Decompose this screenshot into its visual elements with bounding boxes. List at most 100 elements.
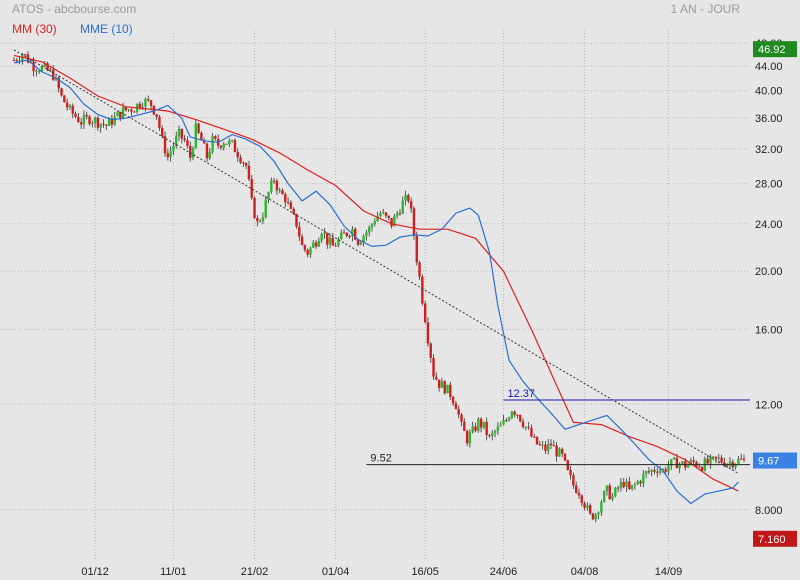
candle-down	[242, 162, 245, 164]
candle-up	[644, 471, 648, 474]
candle-down	[533, 436, 536, 438]
candle-down	[331, 237, 335, 246]
candle-down	[289, 202, 293, 209]
candle-up	[175, 136, 178, 146]
candle-up	[491, 432, 494, 437]
candle-down	[326, 232, 329, 245]
candle-up	[351, 228, 354, 237]
candle-down	[124, 107, 128, 111]
candle-up	[379, 213, 382, 217]
candle-down	[516, 414, 519, 416]
candle-down	[647, 471, 651, 473]
candle-up	[121, 107, 125, 119]
candle-down	[706, 458, 709, 464]
candle-up	[309, 247, 312, 255]
candle-down	[110, 118, 114, 125]
x-tick-label: 16/05	[411, 566, 439, 578]
candle-up	[404, 195, 407, 201]
candle-up	[597, 512, 600, 515]
candle-up	[496, 426, 500, 432]
price-label-box	[753, 530, 797, 547]
candle-up	[93, 117, 97, 123]
candle-down	[345, 232, 349, 236]
candle-down	[664, 469, 667, 472]
candle-up	[446, 384, 449, 394]
candle-up	[376, 216, 379, 222]
candle-up	[278, 190, 281, 192]
candle-down	[32, 61, 35, 72]
candle-up	[558, 448, 561, 457]
candle-down	[149, 100, 153, 106]
candle-up	[689, 460, 693, 465]
candle-down	[15, 60, 18, 62]
candle-up	[614, 487, 617, 497]
legend-mme10: MME (10)	[80, 22, 133, 36]
candle-down	[85, 115, 88, 117]
candle-up	[686, 464, 690, 468]
candle-down	[535, 436, 539, 445]
candle-up	[37, 71, 41, 73]
candle-down	[698, 466, 701, 468]
candle-up	[320, 234, 323, 241]
candle-down	[133, 111, 136, 113]
candle-up	[222, 143, 225, 148]
candle-down	[306, 249, 309, 255]
candle-down	[675, 457, 679, 469]
candle-down	[247, 165, 251, 180]
candle-up	[40, 66, 44, 72]
candle-down	[505, 420, 508, 422]
candle-up	[116, 111, 119, 117]
candle-down	[225, 143, 228, 145]
y-tick-label: 12.00	[755, 399, 783, 411]
candle-up	[728, 461, 732, 465]
candle-down	[700, 467, 704, 471]
candle-up	[636, 481, 639, 485]
candle-up	[670, 459, 673, 466]
candle-down	[653, 469, 656, 472]
candle-down	[256, 218, 259, 222]
candle-down	[457, 409, 460, 415]
candle-down	[96, 117, 100, 128]
candle-down	[71, 105, 74, 114]
candle-down	[479, 418, 483, 428]
candle-down	[77, 116, 80, 123]
candle-down	[742, 458, 746, 460]
candle-up	[144, 99, 147, 107]
candle-down	[616, 487, 620, 489]
candle-down	[435, 376, 438, 380]
candle-down	[407, 195, 410, 202]
candle-up	[524, 426, 528, 428]
candle-up	[328, 237, 332, 245]
candle-up	[340, 232, 343, 240]
candle-down	[147, 99, 150, 101]
candle-down	[432, 357, 435, 377]
candle-down	[583, 503, 586, 508]
candle-up	[211, 136, 214, 152]
candle-up	[35, 71, 38, 73]
candle-down	[236, 152, 239, 158]
candle-up	[672, 457, 676, 460]
candle-up	[54, 77, 58, 80]
candle-down	[46, 63, 49, 71]
candle-down	[12, 60, 16, 62]
candle-up	[619, 482, 623, 488]
candle-up	[611, 496, 614, 500]
candle-down	[591, 513, 595, 520]
candle-down	[465, 431, 469, 444]
candle-down	[474, 426, 477, 431]
candle-up	[678, 463, 681, 469]
candle-up	[261, 217, 265, 222]
candle-up	[107, 118, 111, 126]
candle-up	[586, 505, 589, 508]
candle-down	[74, 113, 77, 117]
candle-down	[692, 460, 695, 462]
candle-down	[552, 445, 556, 447]
x-tick-label: 01/04	[322, 566, 350, 578]
mme10-line	[13, 59, 739, 505]
y-tick-label: 16.00	[755, 324, 783, 336]
candle-up	[393, 215, 396, 227]
candle-down	[530, 427, 533, 437]
candle-up	[440, 381, 444, 388]
candle-down	[608, 485, 611, 500]
